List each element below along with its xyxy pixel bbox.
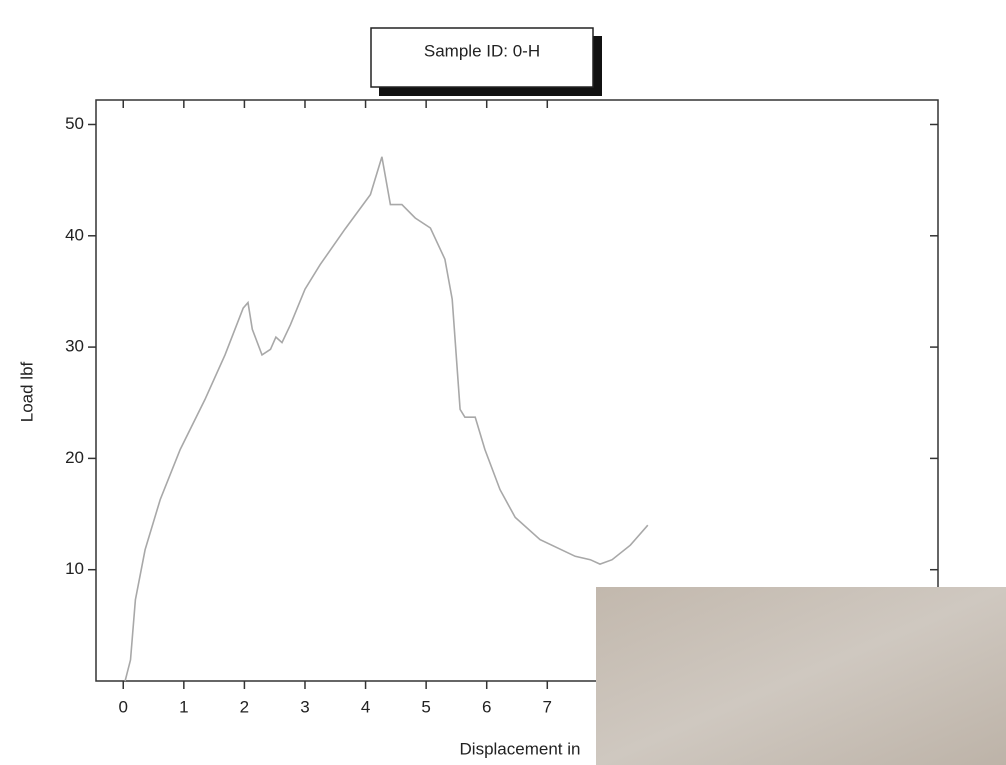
y-tick-label: 50 [65,114,84,133]
plot-frame [95,99,939,682]
y-tick-label: 30 [65,337,84,356]
x-tick-label: 0 [119,697,128,716]
x-tick-label: 6 [482,697,491,716]
y-axis-label: Load lbf [17,361,36,422]
photo-overlay [596,587,1006,765]
y-tick-label: 20 [65,448,84,467]
x-axis-label: Displacement in [460,739,581,758]
y-tick-label: 40 [65,225,84,244]
x-tick-label: 3 [300,697,309,716]
chart-title: Sample ID: 0-H [424,41,540,60]
x-tick-label: 7 [543,697,552,716]
x-tick-label: 4 [361,697,370,716]
y-tick-label: 10 [65,559,84,578]
marks: 0 1 2 3 4 5 6 7 10 20 30 40 50 [65,100,938,716]
x-tick-label: 2 [240,697,249,716]
title-box [370,27,594,88]
data-line [124,156,649,682]
x-tick-label: 1 [179,697,188,716]
x-tick-label: 5 [421,697,430,716]
